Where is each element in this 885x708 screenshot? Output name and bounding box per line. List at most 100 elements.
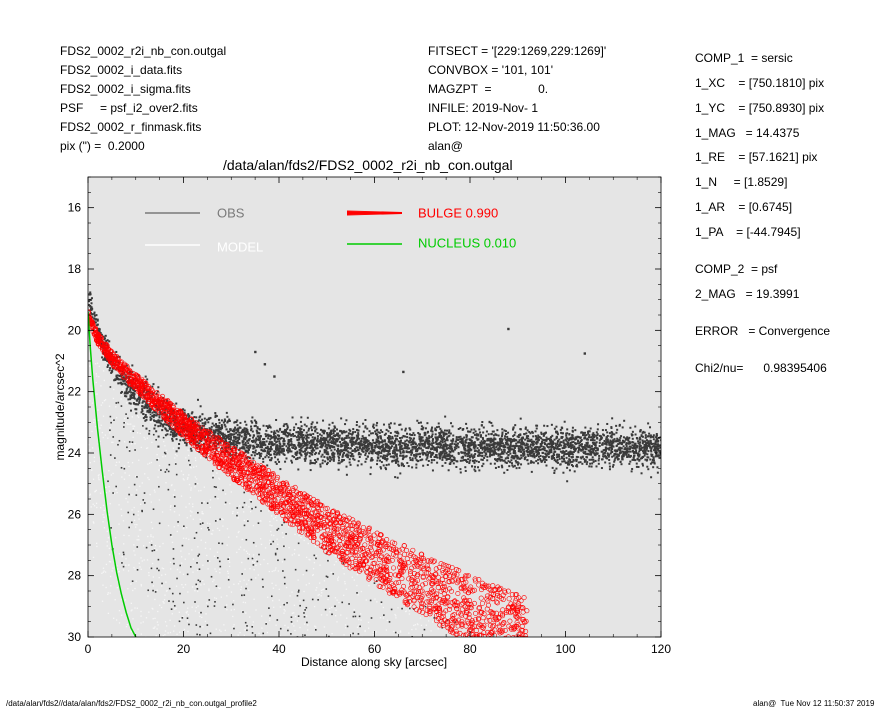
obs-faint-point (95, 373, 98, 375)
obs-faint-point (247, 627, 250, 629)
obs-point (109, 360, 112, 363)
obs-point (323, 455, 326, 458)
obs-point (221, 425, 224, 428)
obs-point (447, 435, 450, 438)
obs-point (149, 416, 152, 419)
obs-faint-point (180, 556, 183, 558)
obs-scatter-point (296, 594, 299, 597)
obs-point (447, 469, 450, 472)
obs-point (427, 451, 430, 454)
obs-point (620, 463, 623, 466)
obs-scatter-point (156, 567, 158, 570)
obs-faint-point (172, 447, 175, 449)
obs-faint-point (274, 569, 277, 571)
obs-point (646, 465, 649, 468)
obs-point (593, 439, 596, 442)
obs-point (145, 418, 148, 421)
obs-faint-point (218, 488, 220, 491)
obs-faint-point (109, 503, 111, 505)
obs-point (316, 444, 319, 447)
obs-point (247, 439, 250, 442)
obs-faint-point (291, 612, 294, 614)
obs-point (425, 458, 428, 461)
obs-point (427, 459, 430, 462)
obs-point (345, 419, 348, 422)
obs-point (409, 458, 412, 461)
obs-point (279, 443, 282, 446)
obs-faint-point (318, 593, 320, 596)
obs-point (129, 396, 132, 399)
obs-scatter-point (153, 549, 156, 552)
obs-point (341, 458, 344, 461)
obs-scatter-point (302, 599, 305, 602)
obs-faint-point (335, 609, 337, 611)
obs-point (605, 448, 608, 451)
obs-point (234, 420, 237, 423)
obs-scatter-point (160, 469, 162, 471)
obs-point (584, 448, 587, 451)
obs-point (457, 428, 460, 431)
obs-point (340, 449, 343, 452)
obs-scatter-point (167, 430, 169, 432)
obs-point (571, 444, 574, 447)
obs-point (477, 444, 480, 447)
obs-point (594, 442, 597, 445)
obs-point (216, 426, 219, 429)
obs-faint-point (200, 584, 202, 586)
obs-point (144, 414, 147, 417)
obs-point (171, 437, 174, 440)
obs-faint-point (161, 585, 163, 587)
obs-point (559, 441, 562, 444)
obs-faint-point (98, 365, 101, 367)
obs-faint-point (196, 585, 198, 587)
obs-point (423, 442, 426, 445)
obs-point (527, 454, 530, 457)
obs-point (141, 408, 144, 411)
obs-point (395, 453, 398, 456)
obs-point (433, 459, 436, 462)
obs-faint-point (182, 586, 184, 589)
obs-point (256, 430, 259, 433)
obs-scatter-point (168, 587, 171, 590)
obs-scatter-point (424, 605, 427, 608)
obs-faint-point (376, 601, 378, 603)
obs-point (596, 449, 599, 452)
obs-point (548, 451, 551, 454)
obs-scatter-point (120, 466, 123, 469)
obs-point (597, 423, 600, 426)
obs-point (618, 442, 621, 445)
obs-point (469, 442, 472, 445)
obs-point (293, 444, 296, 447)
obs-point (613, 453, 616, 456)
obs-point (376, 463, 379, 466)
obs-point (626, 451, 629, 454)
obs-faint-point (101, 572, 103, 574)
obs-point (659, 446, 661, 449)
obs-point (338, 456, 341, 459)
obs-point (480, 458, 483, 461)
obs-point (572, 446, 575, 449)
obs-faint-point (197, 546, 199, 548)
obs-faint-point (287, 626, 289, 628)
obs-scatter-point (149, 413, 152, 416)
obs-point (503, 429, 506, 432)
obs-faint-point (279, 606, 282, 608)
obs-point (217, 433, 220, 436)
obs-point (481, 437, 484, 440)
obs-point (483, 456, 486, 459)
obs-point (350, 436, 353, 439)
obs-point (470, 428, 473, 431)
obs-point (259, 441, 262, 444)
obs-faint-point (167, 632, 169, 634)
obs-faint-point (215, 584, 217, 586)
obs-point (334, 443, 337, 446)
obs-point (444, 439, 447, 442)
obs-point (300, 447, 303, 450)
obs-point (290, 433, 293, 436)
obs-point (419, 421, 422, 424)
obs-point (134, 403, 137, 406)
obs-point (304, 455, 307, 458)
obs-faint-point (245, 612, 247, 614)
obs-point (302, 441, 305, 444)
obs-point (233, 429, 236, 432)
